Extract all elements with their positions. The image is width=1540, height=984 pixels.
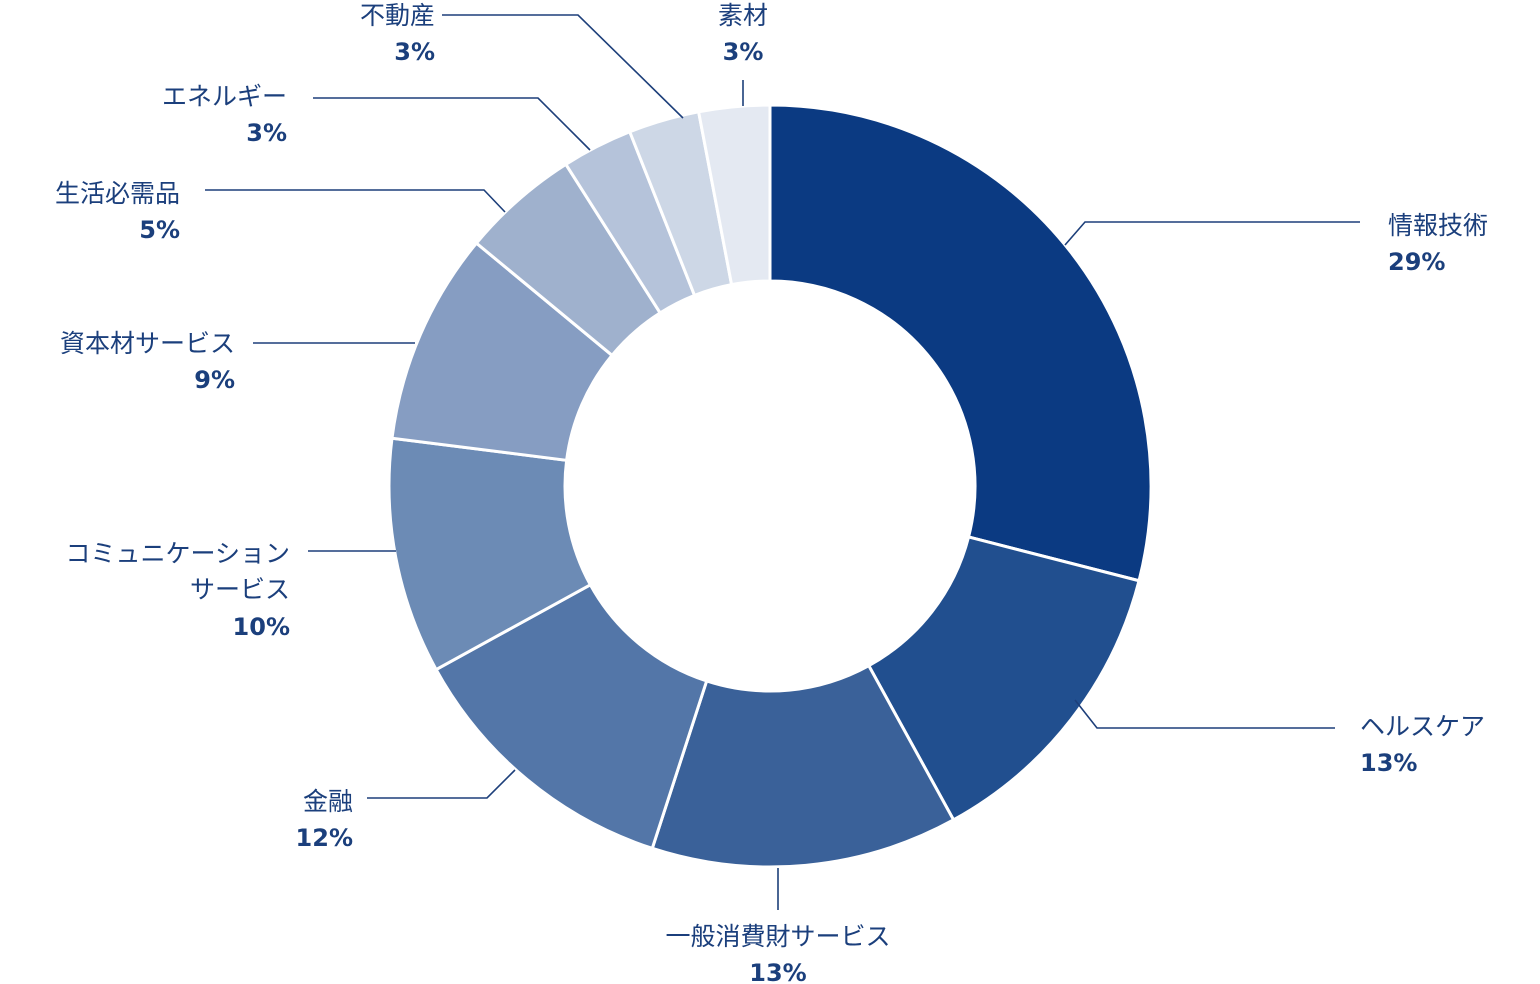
category-label: 金融	[303, 787, 353, 816]
category-label: 資本材サービス	[60, 329, 235, 358]
category-label: 情報技術	[1388, 211, 1488, 240]
value-label: 5%	[139, 216, 180, 244]
value-label: 3%	[246, 119, 287, 147]
leader-line	[205, 189, 506, 213]
category-label: エネルギー	[162, 82, 287, 111]
donut-segment	[768, 103, 1153, 583]
leader-line	[367, 769, 516, 799]
category-label: コミュニケーションサービス	[65, 539, 290, 604]
category-label: ヘルスケア	[1360, 712, 1485, 741]
value-label: 9%	[194, 366, 235, 394]
leader-line	[313, 97, 591, 151]
donut-segment	[650, 663, 956, 869]
value-label: 13%	[749, 959, 806, 984]
leader-line	[1064, 221, 1360, 246]
value-label: 29%	[1388, 248, 1445, 276]
value-label: 10%	[233, 613, 290, 641]
value-label: 13%	[1360, 749, 1417, 777]
value-label: 3%	[394, 38, 435, 66]
donut-segment	[696, 103, 772, 287]
donut-segment	[866, 535, 1141, 822]
category-label: 素材	[718, 1, 768, 30]
value-label: 3%	[723, 38, 764, 66]
leader-line	[1074, 699, 1335, 729]
donut-segment	[434, 582, 709, 851]
category-label: 不動産	[360, 1, 435, 30]
leader-line	[442, 14, 684, 119]
value-label: 12%	[296, 824, 353, 852]
category-label: 生活必需品	[55, 179, 180, 208]
category-label: 一般消費財サービス	[665, 922, 890, 951]
